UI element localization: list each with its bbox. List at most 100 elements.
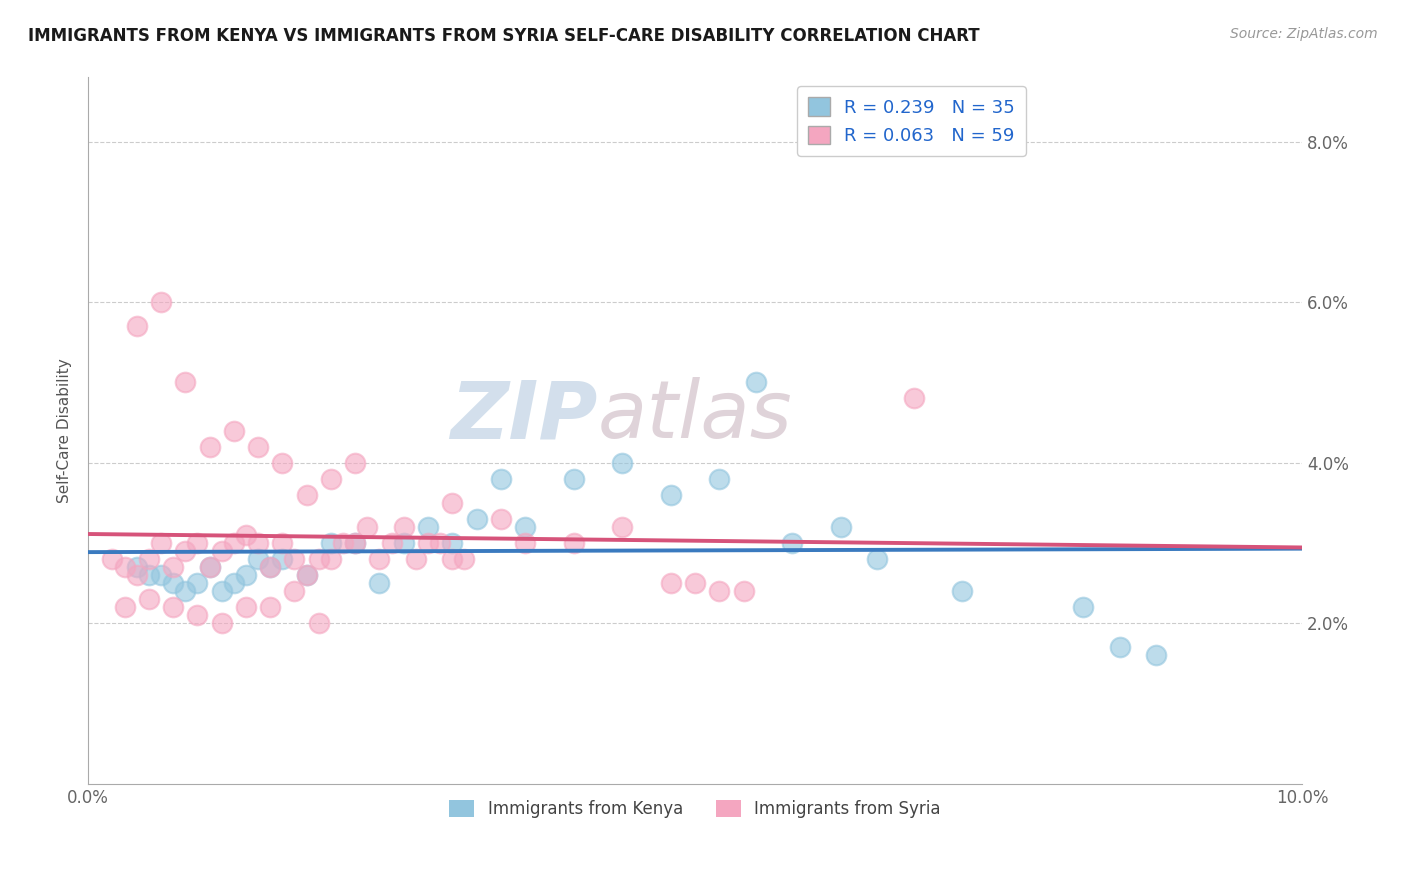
Point	[453, 552, 475, 566]
Point	[332, 536, 354, 550]
Point	[295, 568, 318, 582]
Point	[489, 472, 512, 486]
Point	[308, 552, 330, 566]
Point	[174, 376, 197, 390]
Point	[392, 520, 415, 534]
Point	[368, 576, 391, 591]
Point	[162, 576, 184, 591]
Point	[211, 544, 233, 558]
Text: atlas: atlas	[598, 377, 793, 456]
Point	[562, 536, 585, 550]
Point	[283, 552, 305, 566]
Point	[513, 520, 536, 534]
Point	[125, 560, 148, 574]
Legend: Immigrants from Kenya, Immigrants from Syria: Immigrants from Kenya, Immigrants from S…	[443, 793, 948, 825]
Text: Source: ZipAtlas.com: Source: ZipAtlas.com	[1230, 27, 1378, 41]
Point	[1073, 600, 1095, 615]
Point	[235, 600, 257, 615]
Point	[138, 568, 160, 582]
Point	[441, 496, 464, 510]
Point	[259, 600, 281, 615]
Point	[186, 536, 208, 550]
Point	[709, 472, 731, 486]
Point	[513, 536, 536, 550]
Point	[247, 536, 270, 550]
Point	[405, 552, 427, 566]
Point	[222, 536, 245, 550]
Point	[344, 536, 367, 550]
Point	[247, 440, 270, 454]
Point	[416, 520, 439, 534]
Point	[149, 295, 172, 310]
Point	[659, 576, 682, 591]
Point	[162, 600, 184, 615]
Point	[344, 536, 367, 550]
Point	[174, 544, 197, 558]
Point	[174, 584, 197, 599]
Point	[295, 568, 318, 582]
Point	[271, 536, 294, 550]
Point	[211, 616, 233, 631]
Point	[149, 536, 172, 550]
Point	[222, 424, 245, 438]
Point	[125, 568, 148, 582]
Point	[235, 568, 257, 582]
Point	[562, 472, 585, 486]
Point	[441, 536, 464, 550]
Point	[138, 552, 160, 566]
Point	[271, 456, 294, 470]
Point	[101, 552, 124, 566]
Y-axis label: Self-Care Disability: Self-Care Disability	[58, 359, 72, 503]
Point	[114, 560, 136, 574]
Point	[612, 456, 634, 470]
Point	[950, 584, 973, 599]
Point	[186, 576, 208, 591]
Point	[222, 576, 245, 591]
Point	[162, 560, 184, 574]
Point	[259, 560, 281, 574]
Point	[612, 520, 634, 534]
Point	[319, 552, 342, 566]
Point	[295, 488, 318, 502]
Point	[198, 440, 221, 454]
Point	[381, 536, 404, 550]
Point	[745, 376, 768, 390]
Point	[114, 600, 136, 615]
Point	[308, 616, 330, 631]
Point	[247, 552, 270, 566]
Point	[319, 536, 342, 550]
Point	[733, 584, 755, 599]
Point	[235, 528, 257, 542]
Point	[283, 584, 305, 599]
Point	[1144, 648, 1167, 663]
Point	[211, 584, 233, 599]
Point	[659, 488, 682, 502]
Point	[392, 536, 415, 550]
Text: IMMIGRANTS FROM KENYA VS IMMIGRANTS FROM SYRIA SELF-CARE DISABILITY CORRELATION : IMMIGRANTS FROM KENYA VS IMMIGRANTS FROM…	[28, 27, 980, 45]
Point	[683, 576, 706, 591]
Point	[368, 552, 391, 566]
Point	[319, 472, 342, 486]
Point	[1109, 640, 1132, 655]
Point	[709, 584, 731, 599]
Point	[489, 512, 512, 526]
Point	[830, 520, 852, 534]
Point	[344, 456, 367, 470]
Point	[780, 536, 803, 550]
Point	[271, 552, 294, 566]
Point	[416, 536, 439, 550]
Point	[125, 319, 148, 334]
Point	[441, 552, 464, 566]
Point	[866, 552, 889, 566]
Point	[429, 536, 451, 550]
Point	[149, 568, 172, 582]
Point	[186, 608, 208, 623]
Text: ZIP: ZIP	[450, 377, 598, 456]
Point	[198, 560, 221, 574]
Point	[903, 392, 925, 406]
Point	[138, 592, 160, 607]
Point	[356, 520, 378, 534]
Point	[465, 512, 488, 526]
Point	[198, 560, 221, 574]
Point	[259, 560, 281, 574]
